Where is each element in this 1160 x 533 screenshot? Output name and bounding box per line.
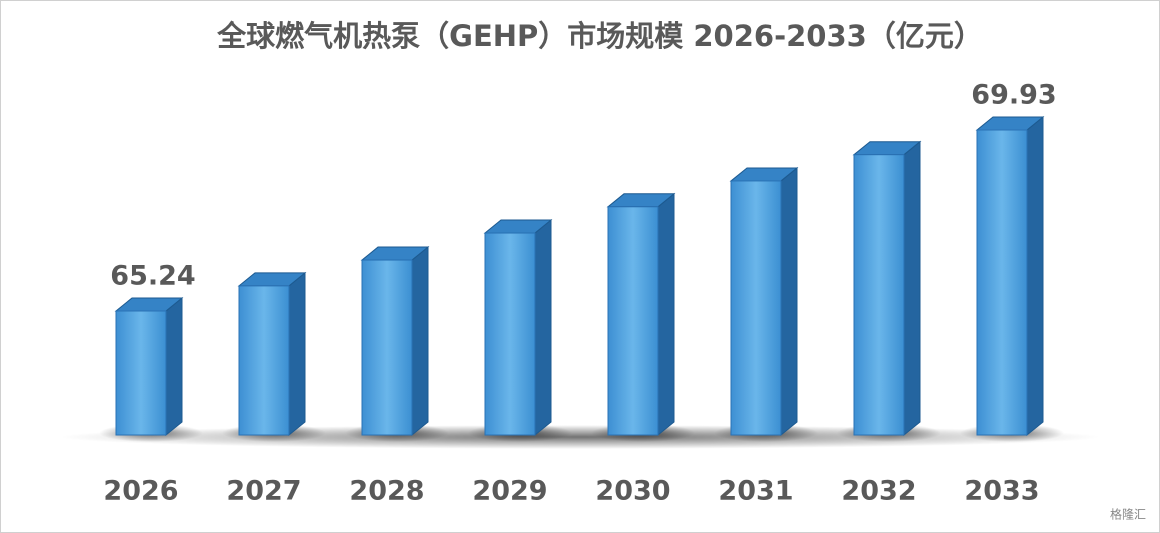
x-tick-label: 2032: [841, 476, 916, 507]
bar-side: [165, 296, 183, 437]
bar: [607, 206, 659, 436]
bar: [976, 129, 1028, 436]
bar: [238, 285, 290, 436]
floor-shadow: [60, 425, 1100, 449]
bar-side: [411, 246, 429, 437]
bar: [853, 154, 905, 436]
bar: [115, 310, 167, 436]
bar-side: [657, 192, 675, 437]
chart-title: 全球燃气机热泵（GEHP）市场规模 2026-2033（亿元）: [216, 19, 983, 53]
x-tick-label: 2026: [103, 476, 178, 507]
bar: [361, 259, 413, 436]
x-tick-label: 2027: [226, 476, 301, 507]
bar-side: [903, 140, 921, 437]
x-tick-label: 2031: [718, 476, 793, 507]
bar: [484, 232, 536, 436]
watermark: 格隆汇: [1110, 507, 1146, 522]
value-label: 65.24: [110, 261, 195, 292]
x-tick-label: 2029: [472, 476, 547, 507]
bar-side: [1026, 115, 1044, 437]
x-tick-label: 2028: [349, 476, 424, 507]
bar-side: [288, 271, 306, 437]
x-tick-label: 2033: [964, 476, 1039, 507]
bar-side: [780, 166, 798, 437]
value-label: 69.93: [971, 80, 1056, 111]
bar-side: [534, 218, 552, 437]
bar: [730, 180, 782, 436]
x-tick-label: 2030: [595, 476, 670, 507]
